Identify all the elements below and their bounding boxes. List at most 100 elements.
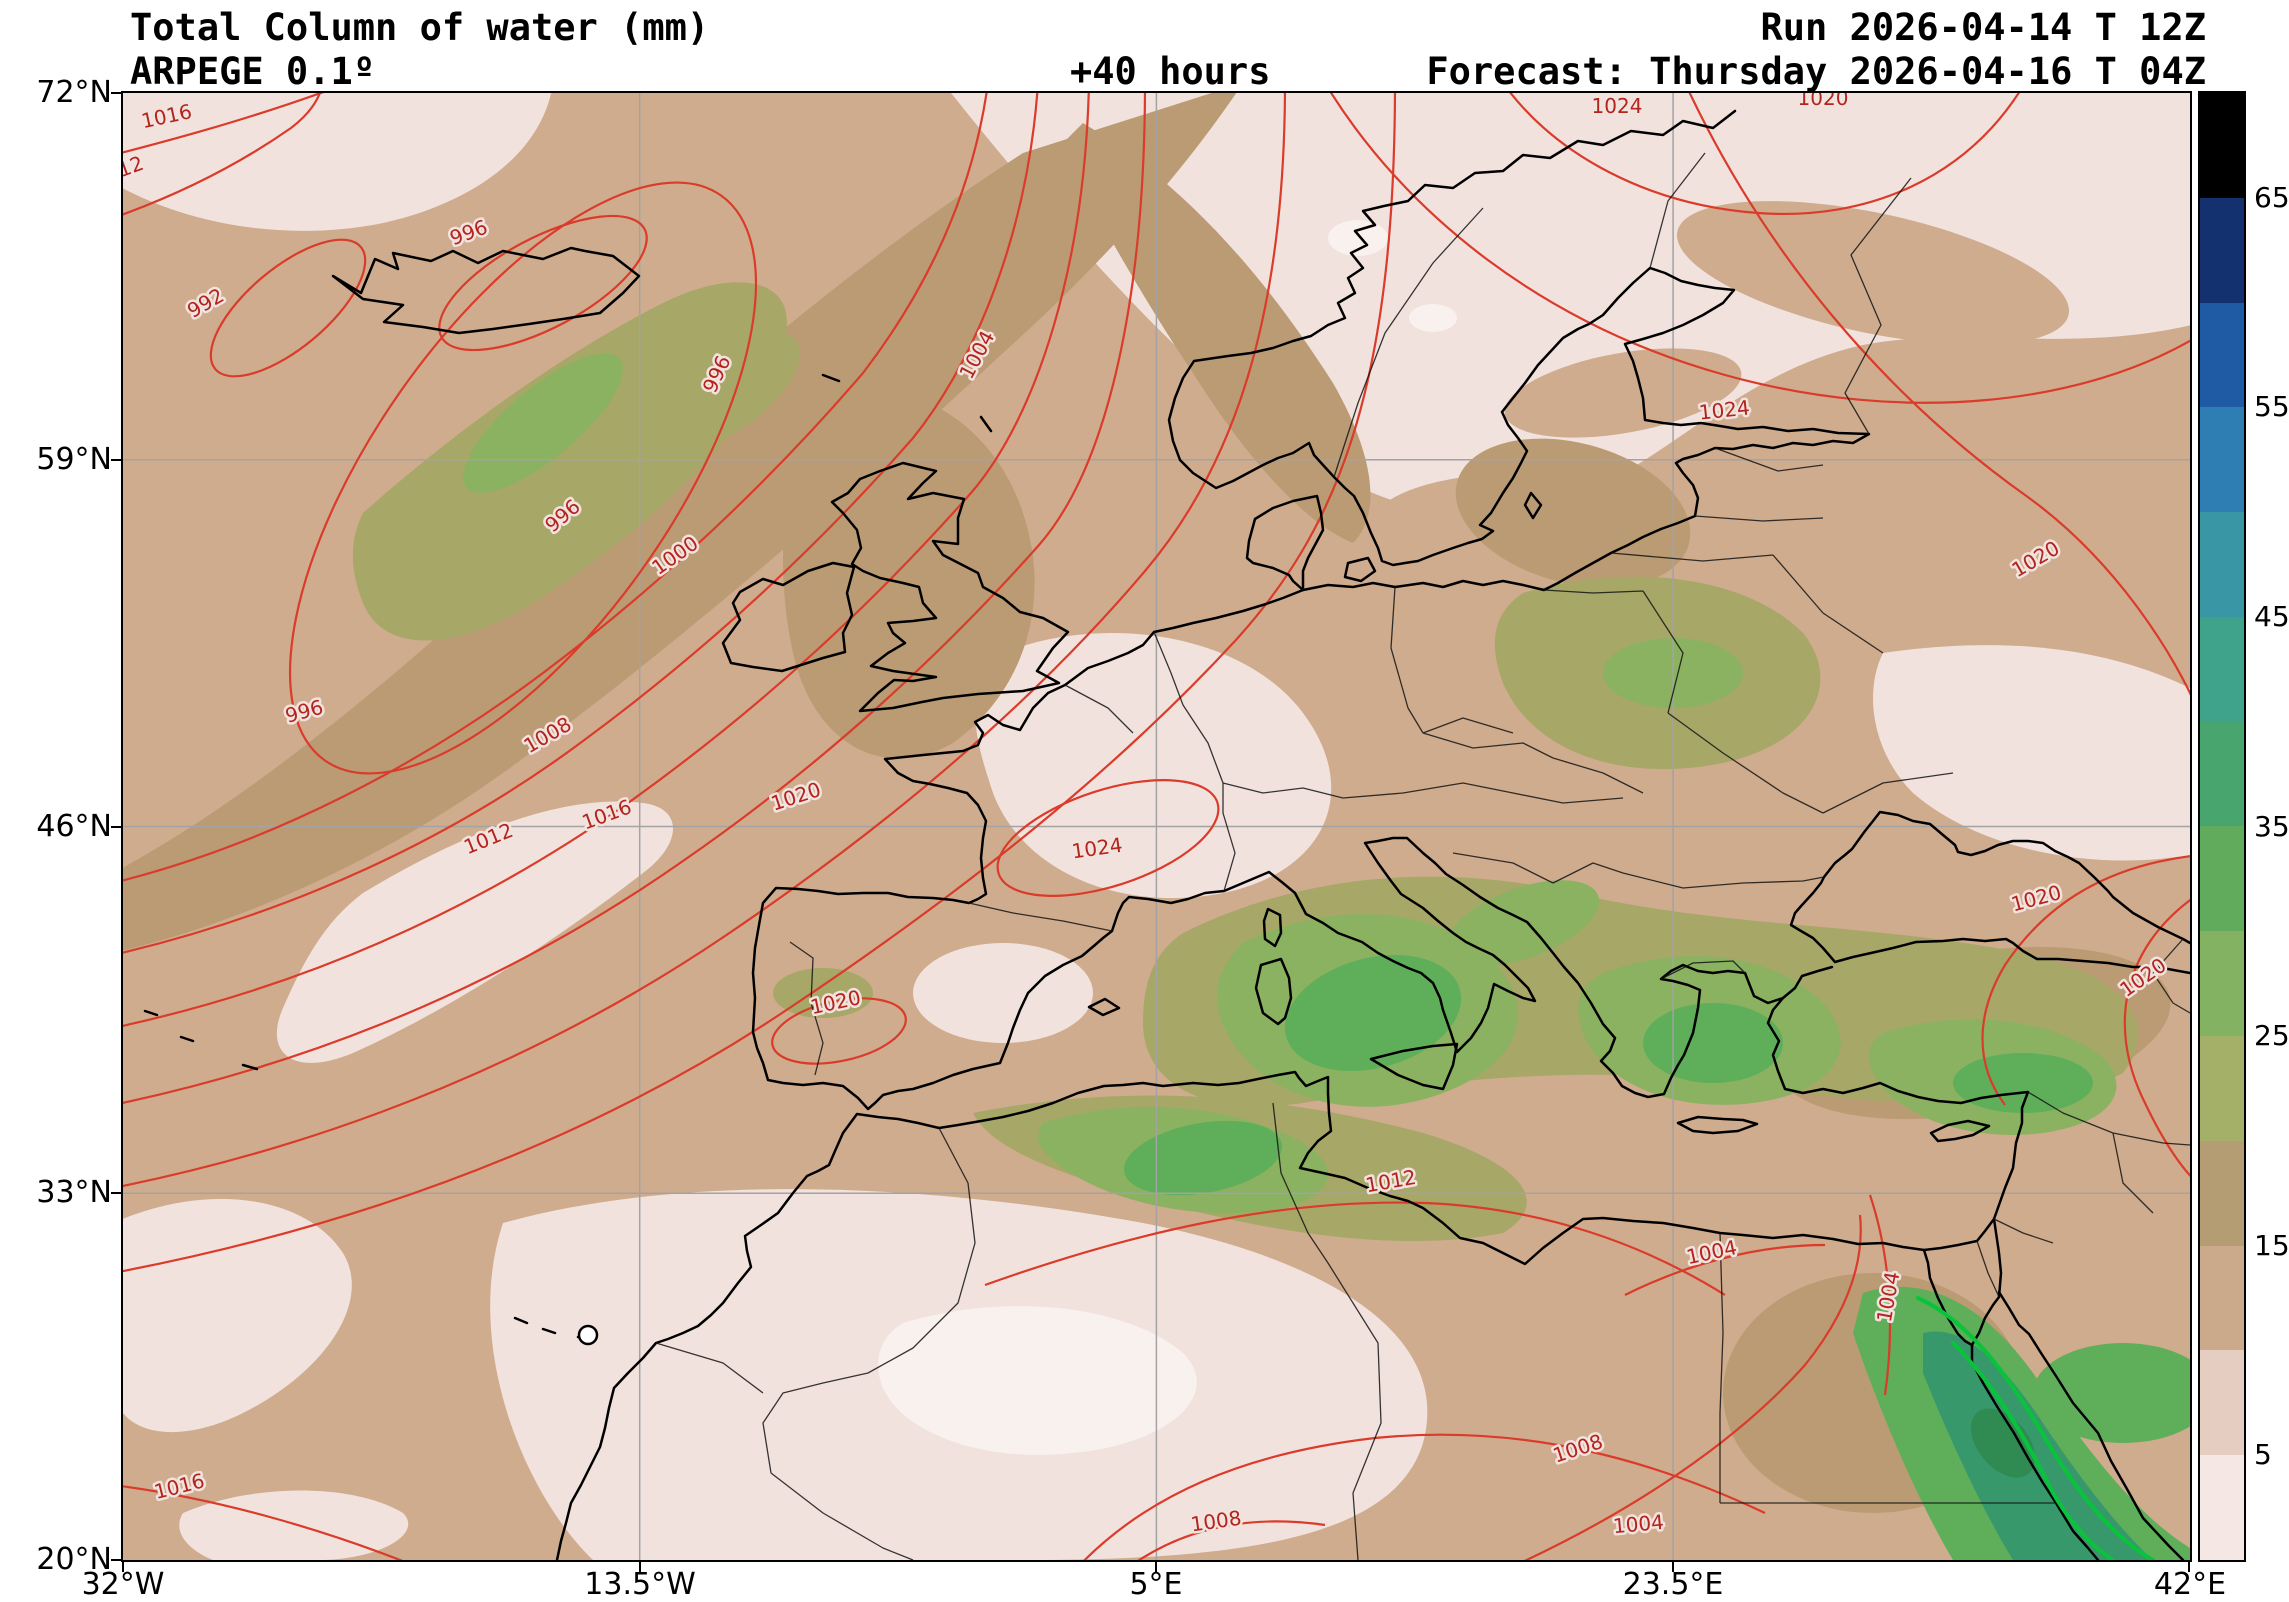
- graticule: [123, 93, 2190, 1560]
- isobar-1020-se: [2123, 898, 2190, 1178]
- page-title: Total Column of water (mm): [130, 6, 710, 49]
- map-marker: [577, 1324, 599, 1346]
- coastline-red-sea-east: [1997, 1290, 2185, 1560]
- green-tunisia: [1123, 1120, 1283, 1196]
- coastline-ireland: [721, 561, 856, 673]
- moist-band-uk: [783, 388, 1035, 759]
- colorbar-segment: [2200, 407, 2244, 513]
- axis-tick: [111, 1559, 121, 1561]
- coastline-anatolia-africa: [555, 996, 2030, 1560]
- isobar-1012-nw: [123, 93, 321, 216]
- colorbar-segment: [2200, 512, 2244, 617]
- isobar-layer: [123, 93, 2190, 1560]
- y-tick-46n: 46°N: [36, 809, 112, 844]
- green-contour-red-sea-outer: [1916, 1296, 2155, 1560]
- isobar-1020-spain: [771, 997, 907, 1065]
- axis-tick: [111, 92, 121, 94]
- dark-green-red-sea: [1923, 1331, 2153, 1560]
- coastline-zealand: [1343, 556, 1377, 583]
- isobar-1004-redsea: [1868, 1194, 1892, 1396]
- isobar-1016-nw: [123, 93, 324, 154]
- white-patch-sahara: [878, 1306, 1197, 1455]
- y-tick-20n: 20°N: [36, 1542, 112, 1577]
- coastline-black-sea: [1789, 810, 2190, 975]
- x-tick-135w: 13.5°W: [584, 1567, 696, 1602]
- dry-patch-iberia: [913, 943, 1093, 1043]
- axis-tick: [2188, 1562, 2190, 1572]
- run-label: Run 2026-04-14 T 12Z: [1760, 6, 2206, 49]
- x-tick-235e: 23.5°E: [1622, 1567, 1724, 1602]
- dry-streak-sw: [123, 1199, 352, 1433]
- coastline-iceland: [331, 246, 641, 335]
- isobar-1016: [123, 93, 1287, 1188]
- colorbar: [2198, 91, 2246, 1562]
- dry-region-blacksea: [1873, 645, 2190, 861]
- tan-patch-ne1: [1676, 201, 2070, 345]
- isobar-1016-sw: [123, 1485, 403, 1560]
- colorbar-tick-15: 15: [2254, 1229, 2289, 1262]
- coastline-cyprus: [1929, 1119, 1991, 1143]
- dry-region-nw-corner: [123, 93, 552, 231]
- colorbar-tick-45: 45: [2254, 600, 2289, 633]
- axis-tick: [1672, 1562, 1674, 1572]
- colorbar-segment: [2200, 93, 2244, 198]
- y-tick-72n: 72°N: [36, 75, 112, 110]
- colorbar-segment: [2200, 302, 2244, 408]
- white-patch-norway1: [1328, 220, 1388, 256]
- isobar-1000: [123, 93, 988, 882]
- axis-tick: [111, 1192, 121, 1194]
- isobar-1008-africa2: [1137, 1520, 1326, 1560]
- tan-patch-ne2: [1504, 348, 1742, 438]
- isobar-1024-high: [1329, 93, 2190, 404]
- isobar-1020-east: [1688, 93, 2190, 696]
- colorbar-tick-25: 25: [2254, 1019, 2289, 1052]
- map-plot-area: 1016 12 996 992 996 1004 996 1000 996 1008 1012 101…: [121, 91, 2192, 1562]
- colorbar-segment: [2200, 197, 2244, 303]
- olive-spain: [773, 968, 873, 1018]
- colorbar-segment: [2200, 1455, 2244, 1560]
- olive-core-nw-uk: [645, 331, 801, 455]
- isobar-996-low: [288, 181, 758, 775]
- colorbar-tick-5: 5: [2254, 1438, 2272, 1471]
- isobar-label: 1004: [1612, 1510, 1665, 1538]
- y-tick-33n: 33°N: [36, 1175, 112, 1210]
- isobar-label: 1024: [1592, 94, 1643, 118]
- coastline-sardinia: [1254, 957, 1293, 1026]
- white-patch-norway2: [1409, 304, 1457, 332]
- colorbar-segment: [2200, 1245, 2244, 1351]
- isobar-1012: [123, 93, 1147, 1104]
- coastline-crete: [1676, 1115, 1759, 1135]
- coastline-layer: [143, 109, 2190, 1560]
- green-arabia: [2033, 1343, 2190, 1443]
- colorbar-tick-55: 55: [2254, 390, 2289, 423]
- axis-tick: [122, 1562, 124, 1572]
- yg-band-core: [463, 353, 623, 493]
- coastline-red-sea-west: [1970, 1343, 2100, 1560]
- green-aegean: [1643, 1003, 1783, 1083]
- isobar-1020-anatolia: [1981, 855, 2190, 1106]
- isobar-1024-north: [1509, 93, 2020, 215]
- model-label: ARPEGE 0.1º: [130, 50, 376, 93]
- yg-adriatic: [1446, 880, 1600, 966]
- coastline-faroe-shetland: [821, 373, 993, 433]
- country-borders: [655, 152, 2190, 1560]
- colorbar-segment: [2200, 616, 2244, 722]
- dry-region-central-europe: [975, 633, 1332, 899]
- colorbar-segment: [2200, 1140, 2244, 1246]
- x-tick-42e: 42°E: [2153, 1567, 2227, 1602]
- coastline-mallorca: [1087, 997, 1121, 1017]
- deep-green-core: [1970, 1408, 2036, 1478]
- coastline-gotland: [1523, 491, 1543, 520]
- x-tick-32w: 32°W: [81, 1567, 165, 1602]
- isobar-1004: [123, 93, 1039, 954]
- isobar-1020: [123, 93, 1397, 1273]
- isobar-992-low: [209, 238, 367, 378]
- colorbar-segment: [2200, 721, 2244, 827]
- colorbar-tick-35: 35: [2254, 810, 2289, 843]
- dry-streak-atlantic: [276, 801, 673, 1063]
- colorbar-segment: [2200, 1036, 2244, 1141]
- colorbar-segment: [2200, 931, 2244, 1037]
- coastline-scandinavia-baltic: [1167, 109, 1871, 592]
